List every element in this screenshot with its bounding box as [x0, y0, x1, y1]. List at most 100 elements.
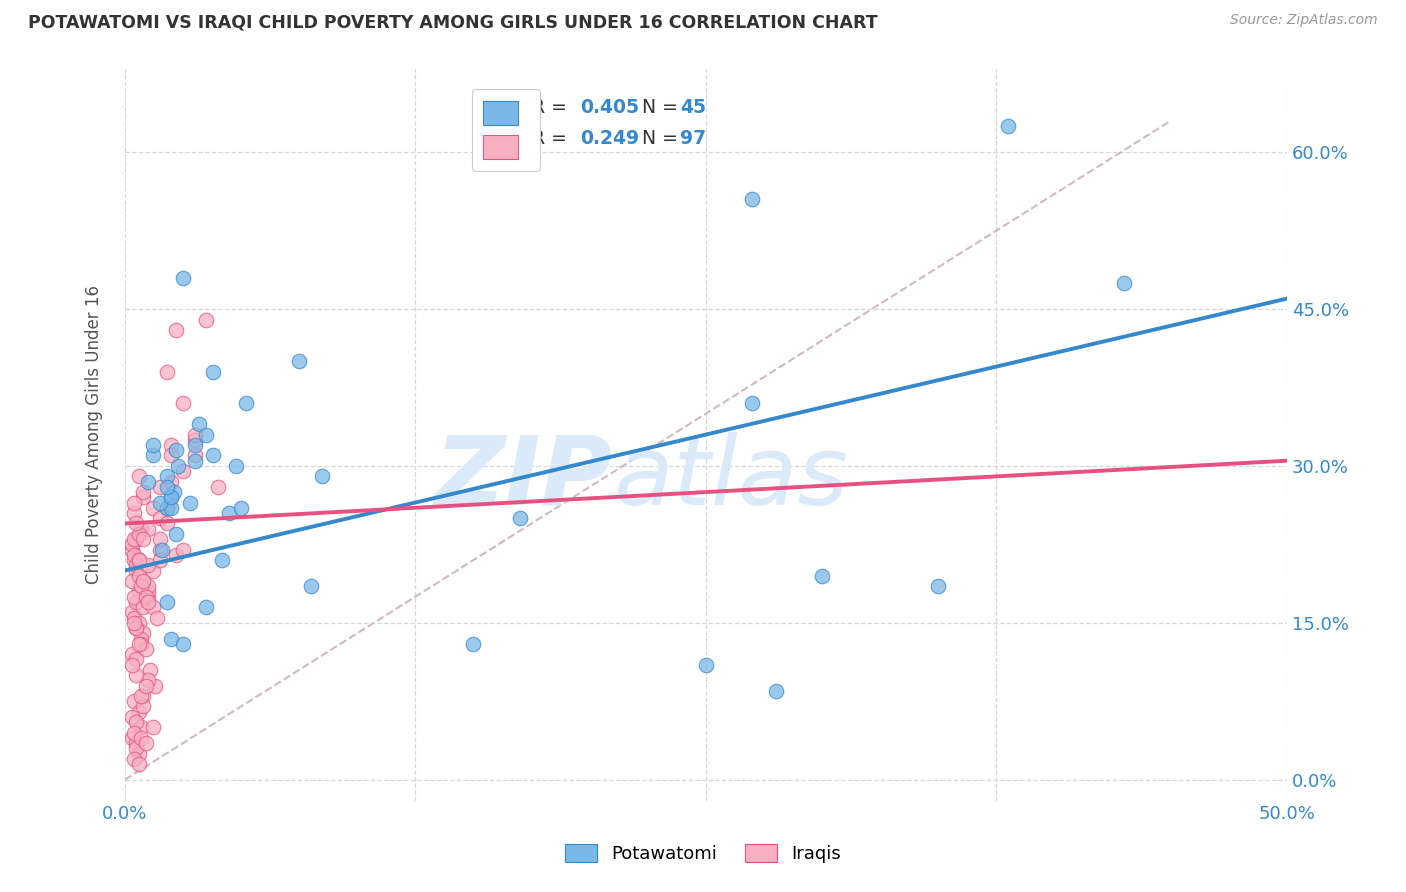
- Point: [142, 500, 165, 515]
- Point: [160, 438, 183, 452]
- Point: [122, 590, 145, 604]
- Point: [195, 312, 218, 326]
- Point: [136, 584, 159, 599]
- Point: [156, 480, 179, 494]
- Point: [136, 579, 159, 593]
- Point: [143, 679, 166, 693]
- Point: [172, 542, 194, 557]
- Point: [202, 365, 225, 379]
- Point: [165, 443, 187, 458]
- Point: [125, 741, 148, 756]
- Point: [125, 736, 148, 750]
- Point: [136, 673, 159, 688]
- Point: [156, 516, 179, 531]
- Point: [129, 637, 152, 651]
- Point: [132, 485, 155, 500]
- Point: [149, 542, 172, 557]
- Point: [125, 621, 148, 635]
- Point: [741, 396, 763, 410]
- Point: [149, 480, 172, 494]
- Point: [122, 694, 145, 708]
- Point: [156, 595, 179, 609]
- Point: [129, 720, 152, 734]
- Point: [128, 615, 150, 630]
- Point: [121, 731, 143, 745]
- Text: 0.249: 0.249: [581, 128, 640, 147]
- Point: [160, 491, 183, 505]
- Point: [142, 720, 165, 734]
- Point: [128, 637, 150, 651]
- Point: [927, 579, 949, 593]
- Point: [139, 663, 162, 677]
- Text: R =: R =: [531, 128, 572, 147]
- Point: [125, 595, 148, 609]
- Point: [142, 438, 165, 452]
- Point: [132, 626, 155, 640]
- Point: [136, 522, 159, 536]
- Point: [121, 710, 143, 724]
- Point: [128, 469, 150, 483]
- Point: [122, 752, 145, 766]
- Point: [811, 568, 834, 582]
- Text: POTAWATOMI VS IRAQI CHILD POVERTY AMONG GIRLS UNDER 16 CORRELATION CHART: POTAWATOMI VS IRAQI CHILD POVERTY AMONG …: [28, 13, 877, 31]
- Point: [122, 495, 145, 509]
- Point: [160, 500, 183, 515]
- Point: [132, 491, 155, 505]
- Point: [122, 506, 145, 520]
- Point: [172, 637, 194, 651]
- Point: [229, 500, 252, 515]
- Point: [225, 458, 247, 473]
- Point: [165, 527, 187, 541]
- Point: [125, 516, 148, 531]
- Point: [125, 532, 148, 546]
- Point: [136, 475, 159, 489]
- Point: [162, 485, 184, 500]
- Point: [695, 657, 717, 672]
- Point: [1114, 276, 1136, 290]
- Point: [160, 475, 183, 489]
- Point: [509, 511, 531, 525]
- Point: [122, 532, 145, 546]
- Point: [195, 600, 218, 615]
- Point: [125, 652, 148, 666]
- Point: [142, 600, 165, 615]
- Point: [183, 427, 205, 442]
- Point: [128, 527, 150, 541]
- Point: [146, 610, 169, 624]
- Point: [128, 553, 150, 567]
- Point: [135, 679, 157, 693]
- Point: [207, 480, 229, 494]
- Point: [129, 522, 152, 536]
- Point: [142, 564, 165, 578]
- Y-axis label: Child Poverty Among Girls Under 16: Child Poverty Among Girls Under 16: [86, 285, 103, 584]
- Point: [165, 548, 187, 562]
- Point: [125, 668, 148, 682]
- Point: [122, 553, 145, 567]
- Text: R =: R =: [531, 98, 572, 117]
- Point: [183, 453, 205, 467]
- Point: [128, 568, 150, 582]
- Point: [132, 699, 155, 714]
- Point: [128, 757, 150, 772]
- Text: Source: ZipAtlas.com: Source: ZipAtlas.com: [1230, 13, 1378, 28]
- Point: [150, 542, 173, 557]
- Point: [121, 647, 143, 661]
- Point: [160, 632, 183, 646]
- Point: [149, 495, 172, 509]
- Text: 0.405: 0.405: [581, 98, 640, 117]
- Text: 97: 97: [681, 128, 706, 147]
- Point: [128, 584, 150, 599]
- Point: [167, 458, 190, 473]
- Point: [128, 747, 150, 761]
- Point: [183, 449, 205, 463]
- Point: [125, 558, 148, 573]
- Point: [136, 558, 159, 573]
- Point: [218, 506, 240, 520]
- Text: atlas: atlas: [613, 432, 848, 525]
- Point: [132, 574, 155, 588]
- Point: [149, 532, 172, 546]
- Text: N =: N =: [630, 128, 685, 147]
- Point: [202, 449, 225, 463]
- Point: [156, 500, 179, 515]
- Point: [122, 548, 145, 562]
